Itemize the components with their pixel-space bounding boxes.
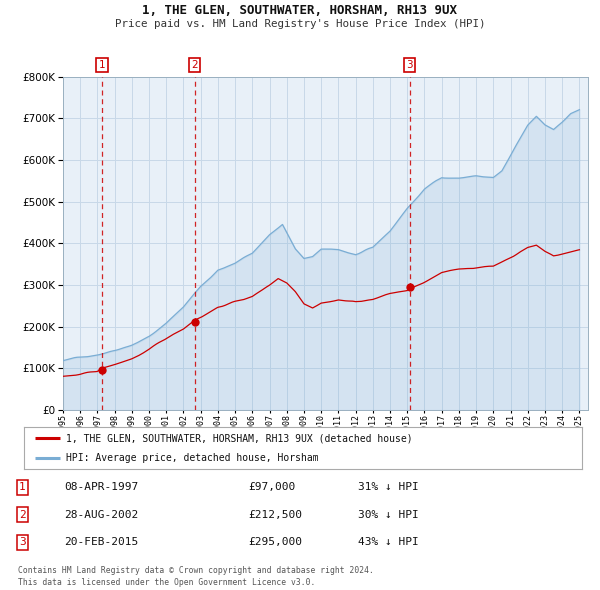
Text: 30% ↓ HPI: 30% ↓ HPI [358, 510, 418, 520]
Text: £212,500: £212,500 [248, 510, 302, 520]
Text: Price paid vs. HM Land Registry's House Price Index (HPI): Price paid vs. HM Land Registry's House … [115, 19, 485, 29]
Text: 20-FEB-2015: 20-FEB-2015 [64, 537, 138, 547]
Text: 43% ↓ HPI: 43% ↓ HPI [358, 537, 418, 547]
Text: HPI: Average price, detached house, Horsham: HPI: Average price, detached house, Hors… [66, 453, 319, 463]
Text: 1: 1 [99, 60, 106, 70]
Text: 3: 3 [19, 537, 26, 547]
Text: This data is licensed under the Open Government Licence v3.0.: This data is licensed under the Open Gov… [18, 578, 316, 587]
Text: 1, THE GLEN, SOUTHWATER, HORSHAM, RH13 9UX: 1, THE GLEN, SOUTHWATER, HORSHAM, RH13 9… [143, 4, 458, 17]
Text: 3: 3 [406, 60, 413, 70]
Text: 1, THE GLEN, SOUTHWATER, HORSHAM, RH13 9UX (detached house): 1, THE GLEN, SOUTHWATER, HORSHAM, RH13 9… [66, 433, 412, 443]
Text: Contains HM Land Registry data © Crown copyright and database right 2024.: Contains HM Land Registry data © Crown c… [18, 566, 374, 575]
Text: 31% ↓ HPI: 31% ↓ HPI [358, 483, 418, 493]
Text: £97,000: £97,000 [248, 483, 295, 493]
Text: £295,000: £295,000 [248, 537, 302, 547]
Text: 28-AUG-2002: 28-AUG-2002 [64, 510, 138, 520]
Text: 08-APR-1997: 08-APR-1997 [64, 483, 138, 493]
Text: 1: 1 [19, 483, 26, 493]
Text: 2: 2 [19, 510, 26, 520]
Text: 2: 2 [191, 60, 198, 70]
